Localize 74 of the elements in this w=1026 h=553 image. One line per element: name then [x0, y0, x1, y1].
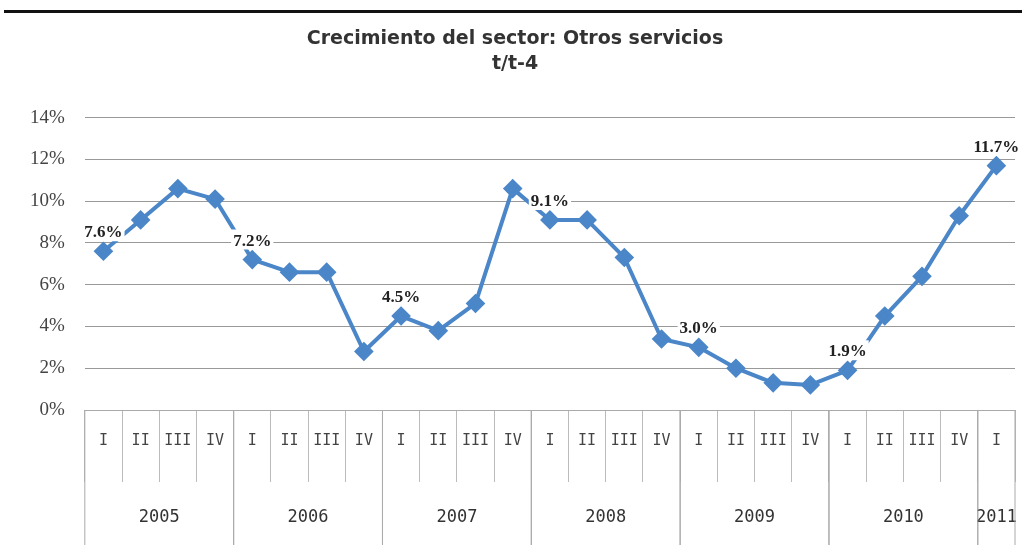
text: 2008	[585, 506, 627, 527]
x-tick-label: I	[396, 430, 406, 449]
x-tick-label: I	[694, 430, 704, 449]
point	[838, 361, 857, 380]
point	[392, 307, 411, 326]
y-tick-label: 6%	[39, 272, 65, 294]
x-tick-label: I	[247, 430, 257, 449]
x-tick-label: III	[164, 430, 192, 449]
point	[168, 179, 187, 198]
x-tick-label: IV	[354, 430, 373, 449]
chart-subtitle: t/t-4	[491, 51, 539, 74]
x-tick-label: III	[313, 430, 341, 449]
x-tick-label: I	[843, 430, 853, 449]
point	[429, 321, 448, 340]
point	[354, 342, 373, 361]
x-tick-label: I	[545, 430, 555, 449]
x-tick-label: IV	[503, 430, 522, 449]
point	[689, 338, 708, 357]
y-tick-label: 2%	[39, 356, 65, 378]
x-tick-label: IV	[206, 430, 225, 449]
point	[280, 263, 299, 282]
data-label: 1.9%	[828, 341, 867, 361]
point	[801, 375, 820, 394]
x-tick-label: III	[908, 430, 936, 449]
text: 2010	[882, 506, 924, 527]
text: 2006	[287, 506, 329, 527]
x-tick-label: IV	[652, 430, 671, 449]
data-label: 3.0%	[679, 318, 718, 338]
data-label: 9.1%	[530, 190, 570, 210]
point	[206, 190, 225, 209]
y-tick-label: 4%	[39, 314, 65, 336]
x-tick-label: IV	[950, 430, 969, 449]
point	[540, 210, 559, 229]
chart-title: Crecimiento del sector: Otros servicios	[306, 26, 724, 49]
x-tick-label: II	[131, 430, 150, 449]
data-label: 11.7%	[973, 136, 1020, 156]
point	[875, 307, 894, 326]
point	[317, 263, 336, 282]
text: 2009	[734, 506, 776, 527]
y-tick-label: 8%	[39, 230, 65, 252]
point	[94, 242, 113, 261]
point	[243, 250, 262, 269]
point	[503, 179, 522, 198]
point	[615, 248, 634, 267]
x-tick-label: II	[280, 430, 299, 449]
y-tick-label: 0%	[39, 397, 65, 419]
x-tick-label: I	[98, 430, 108, 449]
x-tick-label: II	[578, 430, 597, 449]
point	[764, 373, 783, 392]
data-label: 7.6%	[84, 222, 123, 242]
data-label: 4.5%	[381, 286, 421, 306]
point	[652, 329, 671, 348]
y-tick-label: 12%	[30, 147, 65, 169]
x-tick-label: II	[726, 430, 745, 449]
y-tick-label: 10%	[30, 189, 65, 211]
text: 2007	[436, 506, 478, 527]
x-tick-label: II	[875, 430, 894, 449]
point	[726, 359, 745, 378]
x-tick-label: III	[759, 430, 787, 449]
text: 2005	[138, 506, 180, 527]
x-tick-label: II	[429, 430, 448, 449]
point	[466, 294, 485, 313]
point	[578, 210, 597, 229]
x-tick-label: IV	[801, 430, 820, 449]
point	[131, 210, 150, 229]
point	[950, 206, 969, 225]
point	[987, 156, 1006, 175]
x-tick-label: III	[610, 430, 638, 449]
text: 2011	[975, 506, 1017, 527]
x-tick-label: I	[991, 430, 1001, 449]
point	[912, 267, 931, 286]
x-tick-label: III	[461, 430, 490, 449]
y-tick-label: 14%	[30, 105, 65, 127]
data-label: 7.2%	[233, 230, 272, 250]
